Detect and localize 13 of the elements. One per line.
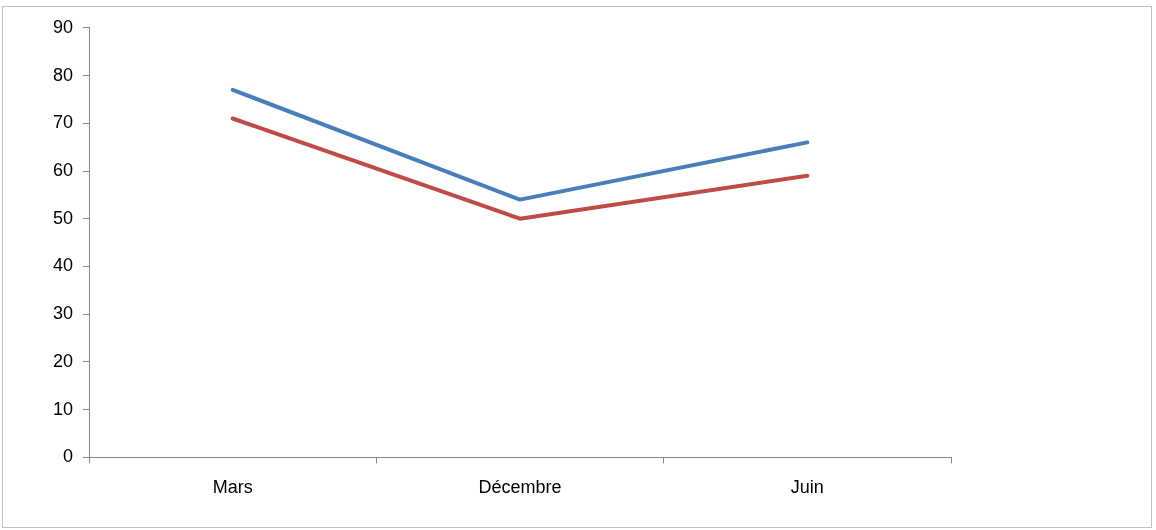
y-tick-label: 20 xyxy=(52,350,74,371)
x-tick-label: Mars xyxy=(212,477,253,498)
x-tick-label: Décembre xyxy=(478,477,562,498)
y-tick-label: 70 xyxy=(52,112,74,133)
y-tick-label: 60 xyxy=(52,159,74,180)
y-tick-label: 90 xyxy=(52,16,74,37)
y-tick-label: 30 xyxy=(52,303,74,324)
x-tick-label: Juin xyxy=(790,477,824,498)
y-tick-label: 40 xyxy=(52,255,74,276)
y-tick-label: 50 xyxy=(52,207,74,228)
y-tick-label: 0 xyxy=(63,446,74,467)
y-tick-label: 80 xyxy=(52,64,74,85)
y-tick-label: 10 xyxy=(52,398,74,419)
